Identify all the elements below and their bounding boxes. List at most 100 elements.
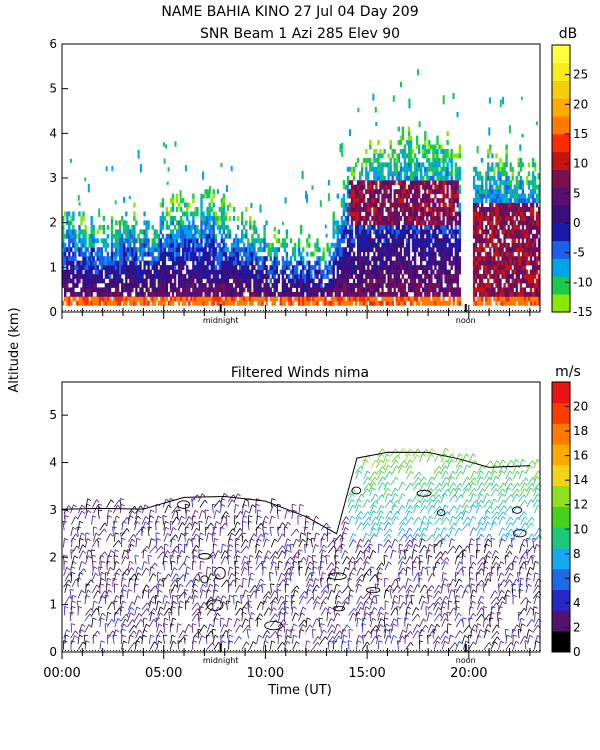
snr-cell: [245, 247, 248, 253]
snr-cell: [66, 211, 69, 217]
snr-cell: [208, 211, 211, 217]
snr-cell: [348, 296, 352, 302]
snr-cell: [448, 238, 451, 244]
snr-cell: [108, 291, 112, 297]
snr-cell: [350, 171, 354, 177]
snr-cell: [155, 291, 158, 297]
snr-cell: [306, 194, 309, 203]
snr-cell: [389, 216, 392, 221]
snr-cell: [476, 224, 480, 230]
snr-cell: [171, 198, 175, 203]
snr-cell: [135, 300, 138, 306]
snr-cell: [509, 296, 512, 302]
snr-cell: [125, 278, 128, 284]
snr-cell: [387, 220, 390, 226]
snr-cell: [377, 216, 380, 221]
snr-cell: [204, 265, 207, 270]
snr-cell: [98, 224, 101, 230]
snr-cell: [383, 260, 386, 266]
snr-cell: [346, 193, 350, 199]
snr-cell: [367, 274, 370, 279]
snr-cell: [74, 256, 77, 262]
snr-cell: [119, 300, 122, 306]
snr-cell: [458, 202, 461, 208]
snr-cell: [369, 202, 372, 208]
wind-barb-flag: [111, 618, 115, 623]
wind-barb-flag: [117, 504, 121, 509]
wind-barb: [85, 532, 87, 542]
snr-cell: [161, 216, 165, 221]
snr-cell: [387, 247, 390, 253]
snr-cell: [163, 269, 167, 275]
wind-barb: [98, 566, 100, 576]
snr-cell: [66, 300, 69, 306]
snr-cell: [488, 127, 491, 136]
snr-cell: [119, 274, 122, 279]
snr-cell: [434, 162, 437, 168]
wind-barb-flag: [118, 568, 122, 573]
snr-cell: [100, 278, 103, 284]
snr-cell: [405, 189, 409, 195]
snr-cell: [106, 296, 110, 302]
snr-cell: [361, 233, 364, 239]
snr-cell: [531, 220, 535, 226]
snr-cell: [369, 157, 372, 163]
snr-cell: [293, 296, 297, 302]
snr-cell: [430, 278, 433, 284]
snr-cell: [336, 193, 339, 199]
snr-cell: [493, 233, 496, 239]
snr-cell: [357, 107, 360, 113]
snr-cell: [401, 283, 405, 288]
snr-cell: [230, 256, 234, 262]
snr-cell: [491, 283, 494, 288]
snr-cell: [232, 242, 236, 248]
snr-cell: [224, 278, 228, 284]
snr-cell: [269, 296, 272, 302]
snr-cell: [509, 260, 512, 266]
snr-cell: [375, 220, 378, 226]
snr-cell: [98, 287, 101, 293]
snr-cell: [116, 269, 120, 275]
snr-cell: [251, 274, 254, 279]
snr-cell: [230, 166, 233, 172]
snr-cell: [420, 175, 423, 181]
snr-cell: [196, 291, 199, 297]
snr-cell: [114, 287, 118, 293]
snr-cell: [72, 283, 75, 288]
snr-cell: [415, 189, 419, 195]
snr-cell: [381, 247, 384, 253]
snr-cell: [479, 184, 482, 190]
snr-cell: [458, 287, 461, 293]
snr-cell: [218, 278, 221, 284]
snr-cell: [259, 256, 262, 262]
snr-cell: [373, 260, 376, 266]
snr-cell: [352, 216, 356, 221]
snr-cell: [507, 269, 510, 275]
snr-cell: [428, 198, 431, 203]
snr-cell: [389, 260, 392, 266]
snr-cell: [72, 296, 75, 302]
wind-barb: [98, 595, 103, 605]
snr-cell: [356, 247, 360, 253]
snr-cell: [143, 233, 146, 239]
snr-cell: [88, 242, 91, 248]
snr-cell: [119, 220, 122, 226]
snr-cell: [379, 220, 382, 226]
colorbar-swatch: [552, 134, 570, 153]
snr-cell: [428, 184, 431, 190]
snr-cell: [444, 256, 447, 262]
snr-cell: [529, 207, 533, 212]
wind-barb: [99, 617, 102, 627]
snr-cell: [485, 291, 488, 297]
snr-cell: [495, 202, 498, 208]
snr-cell: [458, 265, 461, 270]
snr-cell: [381, 278, 384, 284]
snr-cell: [519, 291, 523, 297]
snr-cell: [458, 224, 461, 230]
snr-cell: [434, 153, 437, 159]
snr-cell: [450, 175, 453, 181]
snr-cell: [312, 296, 315, 302]
snr-cell: [220, 251, 224, 257]
snr-cell: [430, 287, 433, 293]
snr-cell: [212, 291, 215, 297]
